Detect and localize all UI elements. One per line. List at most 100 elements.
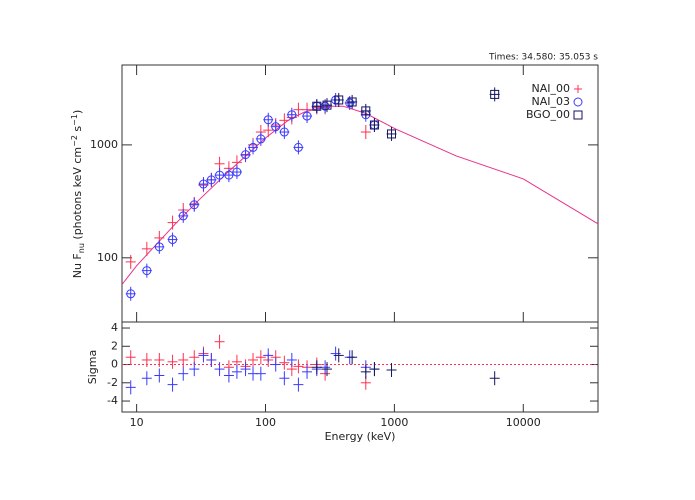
data-point [489, 371, 500, 386]
marker-symbol [271, 122, 281, 132]
y-tick-label: 2 [111, 339, 118, 352]
data-point [198, 348, 209, 363]
data-point [206, 172, 217, 187]
x-tick-label: 100 [255, 416, 276, 429]
data-point [167, 215, 178, 230]
data-point [360, 125, 371, 140]
data-point [270, 357, 281, 372]
data-point [178, 366, 189, 381]
y-label-part: nu [77, 243, 86, 253]
data-point [286, 352, 297, 367]
data-point [125, 254, 136, 269]
marker-symbol [573, 110, 583, 120]
y-axis-label: Nu Fnu (photons keV cm−2 s−1) [70, 110, 86, 279]
data-point [141, 263, 152, 278]
marker-symbol [279, 127, 289, 137]
data-point [198, 177, 209, 192]
y-label-part: −2 [70, 135, 79, 147]
legend-symbol [573, 97, 583, 107]
x-tick-label: 1000 [380, 416, 408, 429]
data-point [189, 197, 200, 212]
data-point [178, 208, 189, 223]
data-point [293, 102, 304, 117]
plot-frame [121, 321, 599, 413]
data-point [255, 131, 266, 146]
data-point [154, 368, 165, 383]
data-point [333, 348, 344, 363]
data-point [263, 348, 274, 363]
marker-symbol [287, 110, 297, 120]
data-point [167, 377, 178, 392]
data-point [333, 92, 344, 107]
data-point [322, 362, 333, 377]
data-point [248, 140, 259, 155]
marker-symbol [573, 97, 583, 107]
data-point [141, 241, 152, 256]
y-tick-label: -2 [107, 376, 118, 389]
data-point [311, 360, 322, 375]
data-point [386, 363, 397, 378]
data-point [178, 352, 189, 367]
marker-symbol [312, 101, 322, 111]
data-point [141, 371, 152, 386]
y-tick-label: -4 [107, 394, 118, 407]
data-point [125, 286, 136, 301]
data-point [347, 350, 358, 365]
marker-symbol [256, 134, 266, 144]
data-point [231, 364, 242, 379]
data-point [263, 112, 274, 127]
marker-symbol [334, 95, 344, 105]
data-point [311, 99, 322, 114]
data-point [231, 165, 242, 180]
y-label-part: ) [71, 110, 84, 114]
data-point [386, 126, 397, 141]
marker-symbol [293, 142, 303, 152]
data-point [223, 168, 234, 183]
data-point [214, 362, 225, 377]
data-point [154, 239, 165, 254]
data-point [347, 94, 358, 109]
marker-symbol [361, 106, 371, 116]
data-point [167, 354, 178, 369]
data-point [255, 366, 266, 381]
data-point [270, 119, 281, 134]
data-point [369, 362, 380, 377]
marker-symbol [347, 97, 357, 107]
legend-label: NAI_03 [532, 95, 571, 108]
y-tick-label: 1000 [90, 138, 118, 151]
legend-symbol [574, 85, 582, 93]
data-point [489, 87, 500, 102]
marker-symbol [168, 235, 178, 245]
marker-symbol [232, 167, 242, 177]
model-line [121, 105, 599, 285]
data-point [214, 334, 225, 349]
marker-symbol [490, 89, 500, 99]
marker-symbol [189, 200, 199, 210]
legend-symbol [573, 110, 583, 120]
y-label-part: −1 [70, 114, 79, 126]
data-point [255, 350, 266, 365]
data-point [154, 352, 165, 367]
data-point [302, 109, 313, 124]
y-tick-label: 100 [97, 251, 118, 264]
x-axis-label: Energy (keV) [325, 430, 396, 443]
marker-symbol [215, 170, 225, 180]
data-point [248, 352, 259, 367]
data-point [189, 362, 200, 377]
x-tick-label: 10000 [506, 416, 541, 429]
data-point [369, 118, 380, 133]
marker-symbol [142, 266, 152, 276]
marker-symbol [241, 150, 251, 160]
plot-frame [121, 64, 599, 323]
marker-symbol [198, 179, 208, 189]
data-point [167, 232, 178, 247]
data-point [240, 147, 251, 162]
data-point [279, 125, 290, 140]
data-point [286, 107, 297, 122]
data-point [223, 368, 234, 383]
y-label-part: s [71, 126, 84, 135]
marker-symbol [248, 142, 258, 152]
data-point [279, 355, 290, 370]
data-point [125, 380, 136, 395]
